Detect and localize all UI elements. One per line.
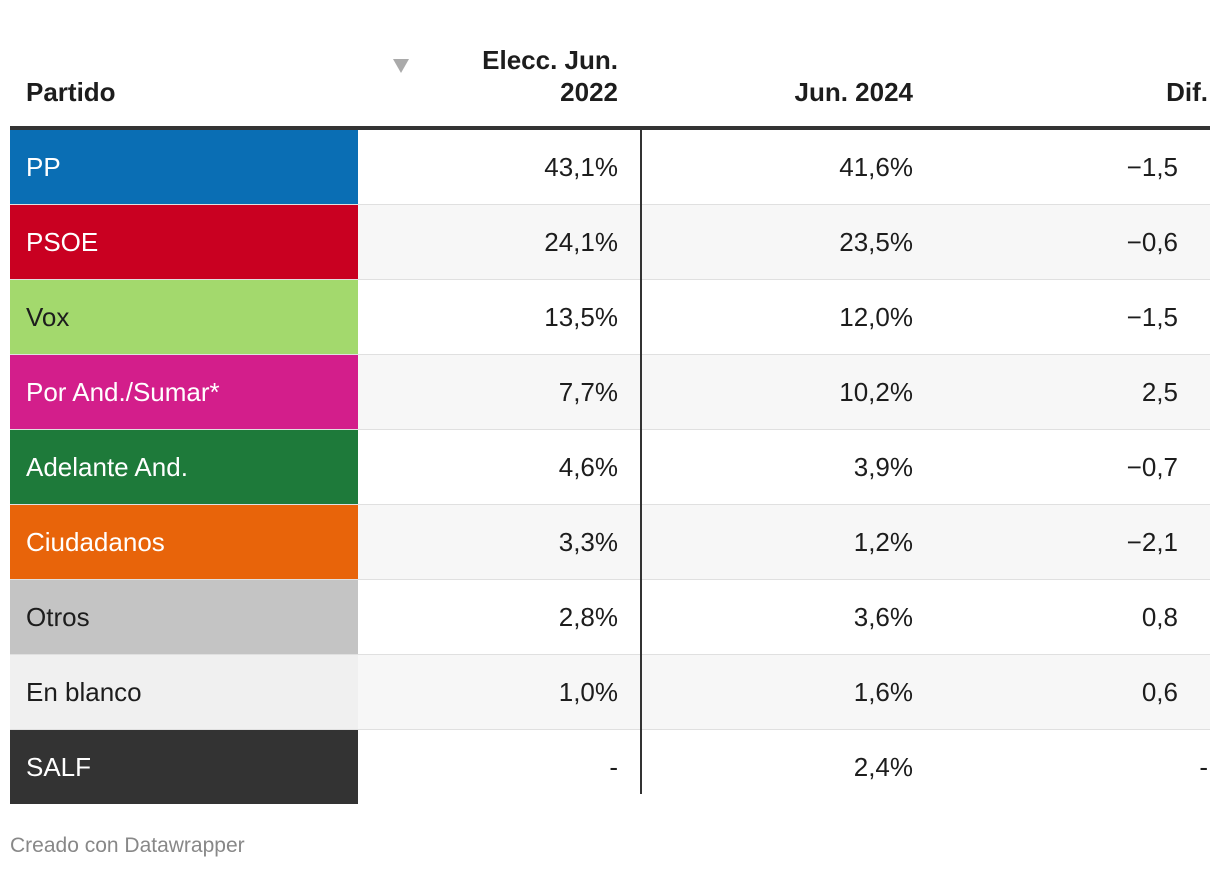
header-party[interactable]: Partido (26, 77, 116, 107)
value-2022: - (609, 751, 618, 782)
header-2022[interactable]: Elecc. Jun. 2022 (393, 44, 618, 108)
table-header: Partido Elecc. Jun. 2022 Jun. 2024 Dif. (10, 0, 1210, 130)
table-row: En blanco 1,0% 1,6% 0,6 (10, 655, 1210, 730)
party-cell: Por And./Sumar* (10, 355, 358, 429)
party-cell: PP (10, 130, 358, 204)
value-dif: - (1199, 751, 1208, 782)
party-cell: SALF (10, 730, 358, 804)
footer-credit[interactable]: Creado con Datawrapper (10, 834, 245, 857)
value-dif: 2,5 (1141, 376, 1178, 407)
value-2022: 13,5% (544, 301, 618, 332)
header-2022-line1: Elecc. Jun. (482, 45, 618, 75)
value-2022: 7,7% (558, 376, 618, 407)
value-2024: 1,6% (853, 676, 913, 707)
value-2024: 3,6% (853, 601, 913, 632)
value-2024: 12,0% (839, 301, 913, 332)
table-row: Vox 13,5% 12,0% −1,5 (10, 280, 1210, 355)
results-table: Partido Elecc. Jun. 2022 Jun. 2024 Dif. … (10, 0, 1210, 804)
value-2022: 3,3% (558, 526, 618, 557)
header-2024[interactable]: Jun. 2024 (794, 77, 913, 107)
value-2024: 1,2% (853, 526, 913, 557)
table-row: Adelante And. 4,6% 3,9% −0,7 (10, 430, 1210, 505)
header-2022-line2: 2022 (560, 77, 618, 107)
table-row: Otros 2,8% 3,6% 0,8 (10, 580, 1210, 655)
value-2022: 1,0% (558, 676, 618, 707)
party-cell: Vox (10, 280, 358, 354)
value-2022: 4,6% (558, 451, 618, 482)
value-2024: 10,2% (839, 376, 913, 407)
value-dif: −0,6 (1126, 226, 1178, 257)
sort-down-icon[interactable] (393, 59, 409, 73)
value-2024: 2,4% (853, 751, 913, 782)
table-row: SALF - 2,4% - (10, 730, 1210, 804)
party-cell: Adelante And. (10, 430, 358, 504)
party-cell: PSOE (10, 205, 358, 279)
value-dif: −1,5 (1126, 151, 1178, 182)
table-row: Por And./Sumar* 7,7% 10,2% 2,5 (10, 355, 1210, 430)
table-row: PSOE 24,1% 23,5% −0,6 (10, 205, 1210, 280)
value-dif: 0,6 (1141, 676, 1178, 707)
table-body: PP 43,1% 41,6% −1,5 PSOE 24,1% 23,5% −0,6 Vox 13,… (10, 130, 1210, 804)
value-2024: 3,9% (853, 451, 913, 482)
party-cell: Otros (10, 580, 358, 654)
header-dif[interactable]: Dif. (1166, 77, 1208, 107)
value-dif: −0,7 (1126, 451, 1178, 482)
table-row: Ciudadanos 3,3% 1,2% −2,1 (10, 505, 1210, 580)
column-divider (640, 130, 642, 794)
value-dif: 0,8 (1141, 601, 1178, 632)
value-dif: −1,5 (1126, 301, 1178, 332)
table-row: PP 43,1% 41,6% −1,5 (10, 130, 1210, 205)
value-2022: 43,1% (544, 151, 618, 182)
value-2022: 24,1% (544, 226, 618, 257)
value-2022: 2,8% (558, 601, 618, 632)
party-cell: Ciudadanos (10, 505, 358, 579)
value-dif: −2,1 (1126, 526, 1178, 557)
value-2024: 23,5% (839, 226, 913, 257)
party-cell: En blanco (10, 655, 358, 729)
value-2024: 41,6% (839, 151, 913, 182)
